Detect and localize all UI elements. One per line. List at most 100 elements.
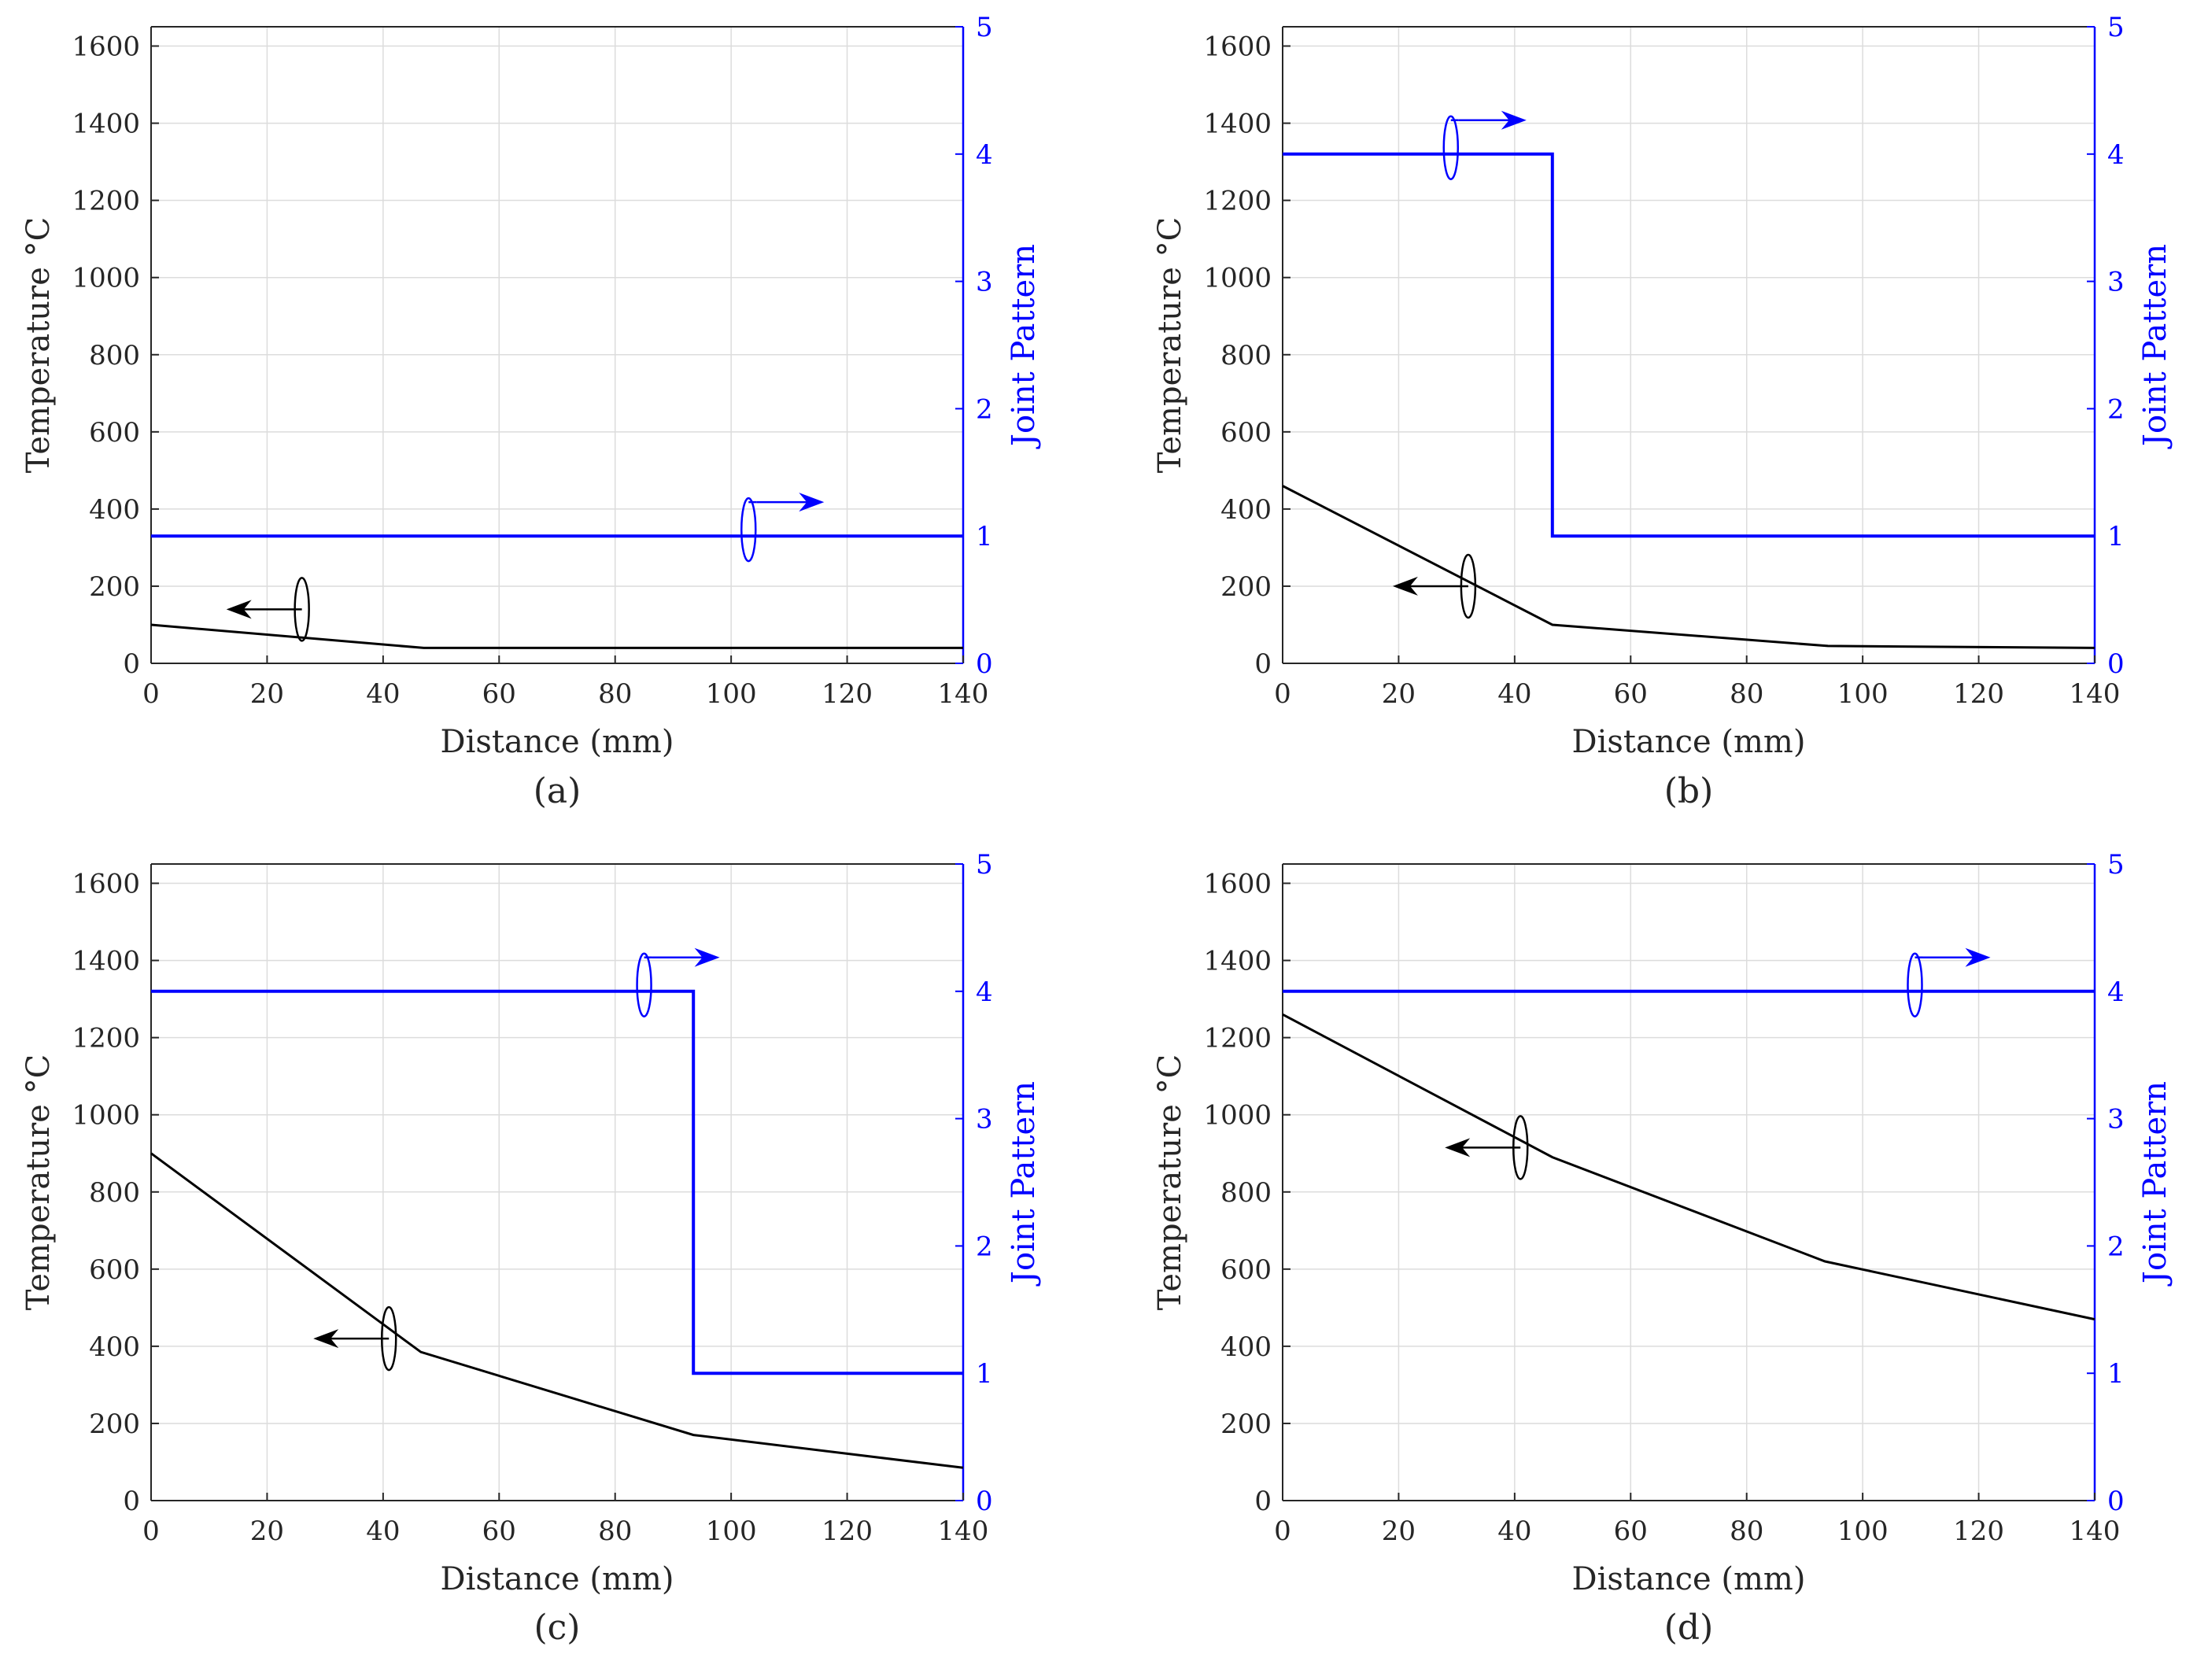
x-tick-label: 80 (1730, 1516, 1763, 1547)
y-tick-label: 1600 (1203, 869, 1272, 900)
y2-tick-label: 1 (2107, 1358, 2125, 1390)
y-tick-label: 600 (89, 1254, 140, 1286)
y-tick-label: 600 (89, 417, 140, 449)
y-tick-label: 600 (1220, 1254, 1272, 1286)
y2-tick-label: 5 (2107, 849, 2125, 881)
panel-label: (a) (534, 771, 582, 811)
y-tick-label: 1200 (1203, 186, 1272, 217)
x-tick-label: 100 (706, 1516, 757, 1547)
x-tick-label: 40 (1497, 1516, 1531, 1547)
x-axis-title: Distance (mm) (1572, 1561, 1806, 1597)
y-tick-label: 1600 (72, 31, 140, 63)
x-tick-label: 20 (1382, 1516, 1416, 1547)
indicator-arrowhead (1501, 110, 1527, 130)
chart-panel-2: 0 20 40 60 80 100 120 1400200400600800100012001… (1152, 12, 2173, 811)
y-tick-label: 400 (1220, 494, 1272, 526)
y-tick-label: 600 (1220, 417, 1272, 449)
temperature-line (150, 623, 963, 649)
x-tick-label: 100 (706, 678, 757, 710)
y-tick-label: 800 (1220, 1177, 1272, 1209)
y-tick-label: 200 (89, 1409, 140, 1440)
temperature-line (1282, 485, 2095, 649)
panel-label: (d) (1664, 1608, 1714, 1648)
x-tick-label: 60 (1614, 678, 1648, 710)
y-tick-label: 1000 (1203, 263, 1272, 294)
y-tick-label: 1600 (72, 869, 140, 900)
y-tick-label: 1000 (1203, 1100, 1272, 1132)
indicator-ellipse (636, 952, 652, 1017)
chart-panel-4: 0 20 40 60 80 100 120 1400200400600800100012001… (1152, 849, 2173, 1648)
y-tick-label: 1000 (72, 263, 140, 294)
x-tick-label: 140 (2070, 678, 2121, 710)
y-tick-label: 400 (89, 1331, 140, 1363)
y-tick-label: 0 (1254, 1486, 1272, 1517)
panel-label: (b) (1664, 771, 1714, 811)
y-tick-label: 0 (123, 648, 140, 680)
y2-tick-label: 2 (2107, 393, 2125, 425)
x-tick-label: 80 (598, 678, 632, 710)
indicator-arrowhead (1392, 576, 1418, 596)
x-tick-label: 60 (482, 1516, 516, 1547)
y2-tick-label: 4 (2107, 139, 2125, 171)
y-axis-title: Temperature °C (20, 1054, 57, 1310)
y2-tick-label: 4 (976, 139, 993, 171)
y-tick-label: 0 (1254, 648, 1272, 680)
indicator-arrowhead (313, 1329, 339, 1349)
y-tick-label: 1200 (72, 186, 140, 217)
x-tick-label: 120 (1953, 678, 2004, 710)
x-tick-label: 40 (1497, 678, 1531, 710)
x-tick-label: 100 (1837, 678, 1889, 710)
y-tick-label: 1200 (72, 1023, 140, 1054)
y2-tick-label: 1 (976, 1358, 993, 1390)
indicator-ellipse (740, 497, 757, 563)
y-axis-title: Temperature °C (1152, 1054, 1188, 1310)
right-axis-indicator (636, 947, 720, 1017)
y2-axis-title: Joint Pattern (1006, 1081, 1042, 1287)
y-tick-label: 1200 (1203, 1023, 1272, 1054)
x-tick-label: 0 (1274, 678, 1291, 710)
x-tick-label: 120 (822, 678, 873, 710)
temperature-line (150, 1152, 964, 1469)
x-tick-label: 60 (1614, 1516, 1648, 1547)
indicator-arrowhead (1965, 947, 1991, 967)
left-axis-indicator (226, 577, 310, 642)
y2-tick-label: 0 (976, 1486, 993, 1517)
x-tick-label: 20 (250, 678, 284, 710)
joint-pattern-line (151, 989, 963, 1375)
y-tick-label: 200 (1220, 571, 1272, 603)
y-tick-label: 400 (1220, 1331, 1272, 1363)
y2-axis-title: Joint Pattern (1006, 244, 1042, 449)
indicator-arrowhead (1445, 1138, 1471, 1158)
y2-tick-label: 4 (976, 977, 993, 1008)
joint-pattern-line (1283, 152, 2095, 538)
y-axis-title: Temperature °C (1152, 217, 1188, 473)
x-tick-label: 140 (938, 678, 989, 710)
x-tick-label: 0 (142, 678, 160, 710)
y-tick-label: 400 (89, 494, 140, 526)
y2-tick-label: 0 (2107, 1486, 2125, 1517)
y2-tick-label: 2 (976, 1231, 993, 1262)
y-tick-label: 1000 (72, 1100, 140, 1132)
x-tick-label: 40 (366, 678, 400, 710)
y-tick-label: 1400 (72, 109, 140, 140)
y2-tick-label: 2 (976, 393, 993, 425)
y2-tick-label: 5 (2107, 12, 2125, 43)
right-axis-indicator (740, 493, 825, 563)
y-axis-title: Temperature °C (20, 217, 57, 473)
x-tick-label: 20 (250, 1516, 284, 1547)
x-tick-label: 120 (822, 1516, 873, 1547)
chart-panel-1: 0 20 40 60 80 100 120 1400200400600800100012001… (20, 12, 1042, 811)
x-tick-label: 80 (1730, 678, 1763, 710)
y2-tick-label: 1 (976, 521, 993, 552)
indicator-ellipse (1907, 952, 1923, 1017)
indicator-arrowhead (694, 947, 720, 967)
panel-label: (c) (534, 1608, 581, 1648)
y-tick-label: 1400 (1203, 946, 1272, 977)
y2-tick-label: 3 (976, 1104, 993, 1135)
x-tick-label: 140 (2070, 1516, 2121, 1547)
left-axis-indicator (313, 1305, 397, 1372)
x-tick-label: 100 (1837, 1516, 1889, 1547)
y2-tick-label: 2 (2107, 1231, 2125, 1262)
x-tick-label: 140 (938, 1516, 989, 1547)
y-tick-label: 1400 (72, 946, 140, 977)
